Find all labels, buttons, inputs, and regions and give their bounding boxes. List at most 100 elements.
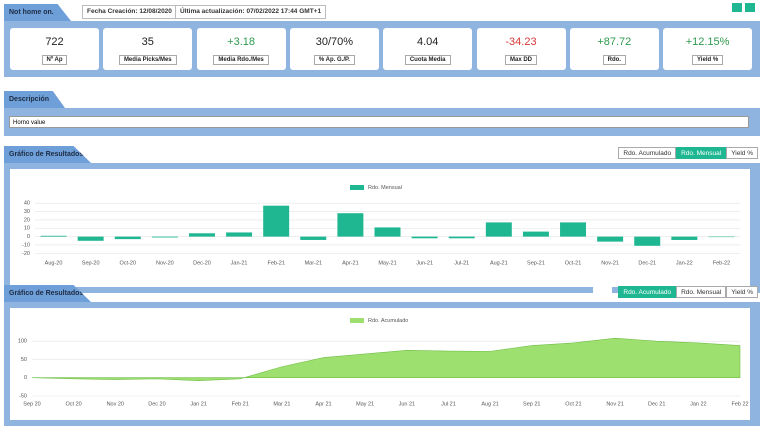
bar bbox=[40, 235, 67, 237]
tab-button[interactable]: Rdo. Mensual bbox=[676, 147, 727, 159]
stat-label: % Ap. G./P. bbox=[313, 55, 355, 65]
stat-label: Yield % bbox=[692, 55, 724, 65]
chart: Rdo. Acumulado -50 0 50 100 Sep 20 Oct 20 Nov 2… bbox=[18, 318, 749, 408]
x-tick-label: Feb 22 bbox=[731, 401, 748, 407]
stat-card: 30/70% % Ap. G./P. bbox=[289, 28, 379, 70]
stat-label-wrap: Media Picks/Mes bbox=[103, 48, 192, 66]
x-tick-label: Apr-21 bbox=[342, 260, 359, 266]
tab-button[interactable]: Rdo. Mensual bbox=[676, 286, 727, 298]
x-tick-label: Oct 20 bbox=[66, 401, 82, 407]
tab-button[interactable]: Yield % bbox=[726, 286, 758, 298]
bar bbox=[411, 236, 438, 239]
stat-value: 4.04 bbox=[416, 36, 439, 48]
legend-label: Rdo. Acumulado bbox=[368, 318, 408, 324]
y-tick-label: 50 bbox=[21, 357, 27, 363]
bar bbox=[337, 213, 364, 237]
x-tick-label: Sep-21 bbox=[527, 260, 545, 266]
x-tick-label: Feb 21 bbox=[232, 401, 249, 407]
x-tick-label: Mar-21 bbox=[305, 260, 322, 266]
stat-card: +12.15% Yield % bbox=[663, 28, 753, 70]
bar bbox=[263, 205, 290, 237]
stat-label-wrap: % Ap. G./P. bbox=[290, 48, 379, 66]
x-tick-label: Jun 21 bbox=[399, 401, 416, 407]
bar bbox=[448, 236, 475, 239]
y-tick-label: -50 bbox=[19, 393, 27, 399]
bar bbox=[671, 236, 698, 240]
bar bbox=[560, 222, 587, 237]
stat-label: Media Rdo./Mes bbox=[213, 55, 269, 65]
area bbox=[31, 337, 741, 381]
x-tick-label: May 21 bbox=[356, 401, 374, 407]
y-tick-label: 20 bbox=[24, 217, 30, 223]
stat-card: 722 Nº Ap bbox=[10, 28, 99, 70]
stat-value: 30/70% bbox=[315, 36, 354, 48]
tab-button[interactable]: Rdo. Acumulado bbox=[618, 286, 677, 298]
section-title: Gráfico de Resultados bbox=[4, 285, 91, 302]
section-title: Descripción bbox=[4, 91, 65, 108]
x-tick-label: Sep-20 bbox=[82, 260, 100, 266]
created: Fecha Creación: 12/08/2020 bbox=[82, 5, 177, 19]
x-tick-label: Aug-21 bbox=[490, 260, 508, 266]
x-tick-label: Oct 21 bbox=[565, 401, 581, 407]
bar bbox=[522, 231, 549, 237]
stat-label: Nº Ap bbox=[41, 55, 68, 65]
x-tick-label: Jan 22 bbox=[690, 401, 707, 407]
download-icon[interactable] bbox=[732, 3, 742, 12]
y-tick-label: -20 bbox=[22, 251, 30, 257]
download-button[interactable] bbox=[593, 147, 613, 158]
x-tick-label: Dec 20 bbox=[148, 401, 165, 407]
stat-value: -34.23 bbox=[505, 36, 537, 48]
legend-swatch bbox=[350, 318, 364, 323]
chart: Rdo. Mensual -20 -10 0 10 20 30 40 Aug-20 Sep-20 O… bbox=[22, 185, 740, 266]
y-tick-label: -10 bbox=[22, 242, 30, 248]
stat-label-wrap: Rdo. bbox=[570, 48, 659, 66]
stat-value: +87.72 bbox=[597, 36, 632, 48]
bar bbox=[188, 233, 215, 237]
x-tick-label: Aug 21 bbox=[481, 401, 498, 407]
download-button[interactable] bbox=[593, 286, 613, 297]
bar bbox=[77, 236, 104, 241]
stat-card: +87.72 Rdo. bbox=[569, 28, 659, 70]
x-tick-label: Aug-20 bbox=[45, 260, 63, 266]
stat-card: 4.04 Cuota Media bbox=[383, 28, 473, 70]
x-tick-label: Jul-21 bbox=[454, 260, 469, 266]
stat-card: +3.18 Media Rdo./Mes bbox=[196, 28, 286, 70]
page: Not home on. Fecha Creación: 12/08/2020 … bbox=[4, 3, 760, 426]
y-tick-label: 30 bbox=[24, 209, 30, 215]
x-tick-label: Sep 20 bbox=[23, 401, 40, 407]
x-tick-label: Dec-21 bbox=[638, 260, 656, 266]
y-tick-label: 100 bbox=[18, 339, 27, 345]
y-tick-label: 40 bbox=[24, 201, 30, 207]
x-tick-label: Nov-20 bbox=[156, 260, 174, 266]
stat-label-wrap: Max DD bbox=[477, 48, 566, 66]
stat-label-wrap: Yield % bbox=[663, 48, 752, 66]
bar bbox=[634, 236, 661, 246]
chart-box: Rdo. Mensual -20 -10 0 10 20 30 40 Aug-20 Sep-20 O… bbox=[10, 169, 750, 287]
bar bbox=[114, 236, 141, 240]
x-tick-label: Feb-21 bbox=[267, 260, 284, 266]
mail-icon[interactable] bbox=[745, 3, 755, 12]
bar bbox=[708, 236, 735, 238]
x-tick-label: Nov 20 bbox=[107, 401, 124, 407]
x-tick-label: Jan-22 bbox=[676, 260, 693, 266]
x-tick-label: Nov 21 bbox=[606, 401, 623, 407]
bar bbox=[226, 232, 253, 237]
stat-label: Rdo. bbox=[602, 55, 626, 65]
stat-label-wrap: Cuota Media bbox=[383, 48, 472, 66]
x-tick-label: Jan-21 bbox=[231, 260, 248, 266]
section-title: Gráfico de Resultados bbox=[4, 146, 91, 163]
x-tick-label: Oct-20 bbox=[120, 260, 137, 266]
legend-swatch bbox=[350, 185, 364, 190]
bar bbox=[300, 236, 327, 240]
y-tick-label: 0 bbox=[27, 234, 30, 240]
y-tick-label: 10 bbox=[24, 226, 30, 232]
updated: Última actualización: 07/02/2022 17:44 G… bbox=[175, 5, 327, 19]
x-tick-label: Feb-22 bbox=[713, 260, 730, 266]
tab-button[interactable]: Yield % bbox=[726, 147, 758, 159]
stat-card: -34.23 Max DD bbox=[476, 28, 566, 70]
stat-label-wrap: Nº Ap bbox=[10, 48, 99, 66]
stat-label-wrap: Media Rdo./Mes bbox=[197, 48, 286, 66]
tab-button[interactable]: Rdo. Acumulado bbox=[618, 147, 677, 159]
stat-label: Cuota Media bbox=[404, 55, 451, 65]
stat-label: Max DD bbox=[504, 55, 537, 65]
